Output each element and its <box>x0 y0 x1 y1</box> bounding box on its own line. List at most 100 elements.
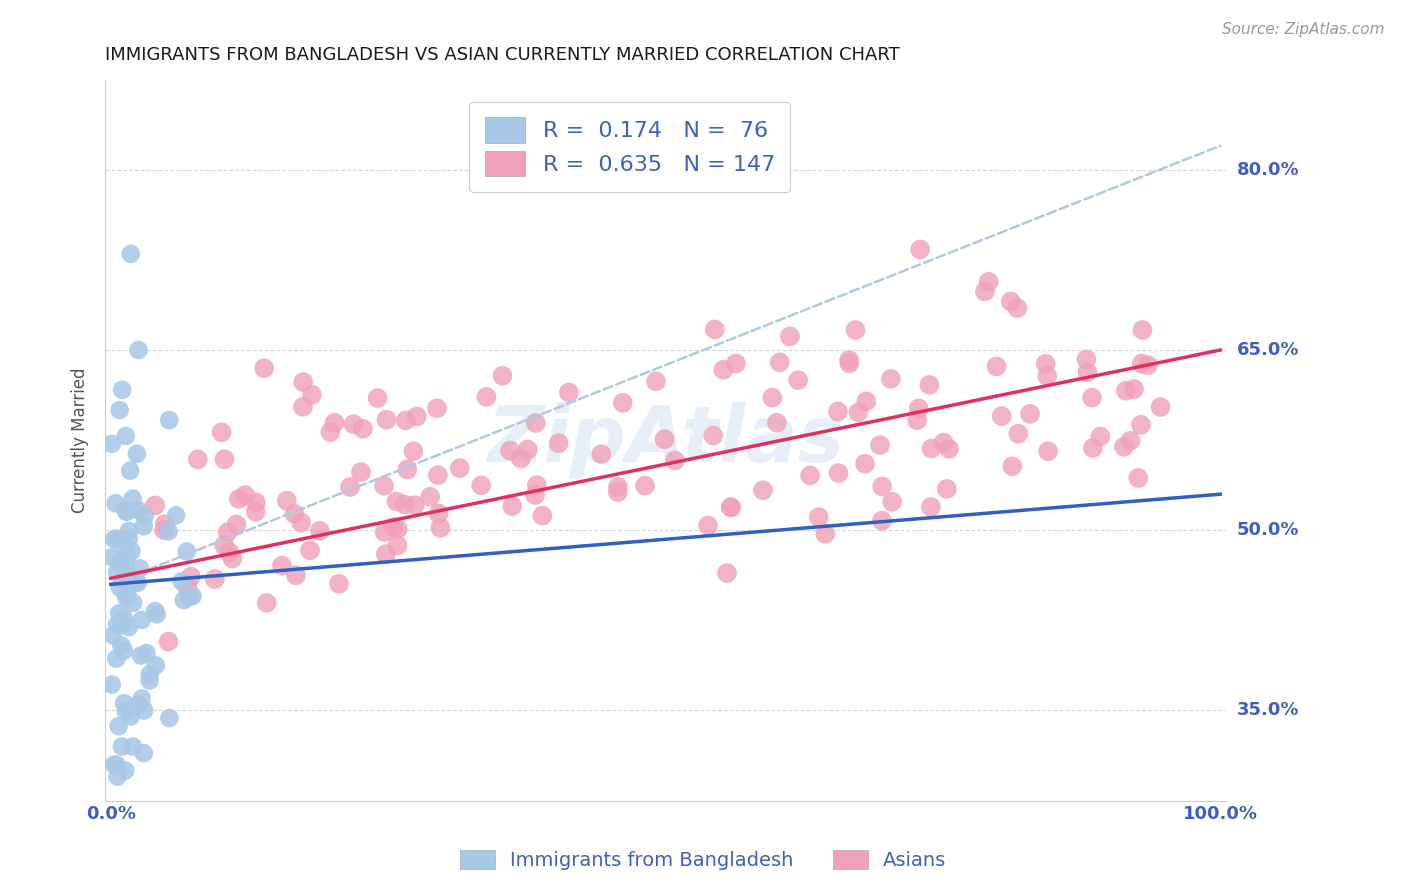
Point <box>217 525 239 540</box>
Legend: Immigrants from Bangladesh, Asians: Immigrants from Bangladesh, Asians <box>451 842 955 878</box>
Point <box>607 480 630 494</box>
Point <box>510 451 533 466</box>
Point <box>1019 407 1042 421</box>
Point <box>855 394 877 409</box>
Point <box>339 480 361 494</box>
Point <box>449 461 471 475</box>
Point <box>101 437 124 451</box>
Point <box>127 575 149 590</box>
Point <box>114 503 136 517</box>
Point <box>105 651 128 665</box>
Point <box>122 739 145 754</box>
Point <box>180 569 202 583</box>
Point <box>177 581 200 595</box>
Point <box>402 444 425 458</box>
Point <box>352 422 374 436</box>
Point <box>531 508 554 523</box>
Point <box>524 488 547 502</box>
Point <box>766 416 789 430</box>
Point <box>128 561 150 575</box>
Point <box>256 596 278 610</box>
Point <box>814 527 837 541</box>
Point <box>396 462 419 476</box>
Point <box>131 613 153 627</box>
Point <box>110 639 132 653</box>
Point <box>271 558 294 573</box>
Point <box>181 589 204 603</box>
Point <box>703 322 725 336</box>
Point <box>1123 382 1146 396</box>
Point <box>838 353 860 368</box>
Point <box>882 495 904 509</box>
Point <box>101 677 124 691</box>
Point <box>108 554 131 568</box>
Point <box>108 403 131 417</box>
Point <box>374 524 396 539</box>
Point <box>869 438 891 452</box>
Point <box>907 401 929 416</box>
Point <box>112 643 135 657</box>
Point <box>108 556 131 570</box>
Point <box>697 518 720 533</box>
Point <box>276 493 298 508</box>
Point <box>827 404 849 418</box>
Text: 65.0%: 65.0% <box>1237 341 1299 359</box>
Point <box>120 247 142 261</box>
Point <box>143 604 166 618</box>
Point <box>394 498 416 512</box>
Point <box>395 413 418 427</box>
Point <box>1081 441 1104 455</box>
Point <box>654 432 676 446</box>
Point <box>426 401 449 416</box>
Point <box>134 508 156 523</box>
Point <box>153 523 176 537</box>
Point <box>211 425 233 440</box>
Point <box>427 507 450 521</box>
Point <box>501 499 523 513</box>
Point <box>491 368 513 383</box>
Point <box>807 510 830 524</box>
Legend: R =  0.174   N =  76, R =  0.635   N = 147: R = 0.174 N = 76, R = 0.635 N = 147 <box>470 102 790 192</box>
Point <box>105 757 128 772</box>
Point <box>146 607 169 622</box>
Point <box>103 757 125 772</box>
Point <box>761 391 783 405</box>
Point <box>664 453 686 467</box>
Point <box>1076 365 1098 379</box>
Point <box>319 425 342 439</box>
Point <box>612 396 634 410</box>
Point <box>299 543 322 558</box>
Point <box>179 590 201 604</box>
Point <box>938 442 960 456</box>
Point <box>387 539 409 553</box>
Point <box>157 413 180 427</box>
Point <box>108 606 131 620</box>
Point <box>716 566 738 581</box>
Point <box>387 522 409 536</box>
Point <box>120 464 142 478</box>
Point <box>157 634 180 648</box>
Text: 50.0%: 50.0% <box>1237 521 1299 540</box>
Point <box>103 532 125 546</box>
Text: 80.0%: 80.0% <box>1237 161 1299 178</box>
Point <box>118 524 141 538</box>
Point <box>187 452 209 467</box>
Point <box>977 275 1000 289</box>
Point <box>1076 352 1098 367</box>
Point <box>973 285 995 299</box>
Point <box>225 517 247 532</box>
Point <box>606 485 628 500</box>
Point <box>905 413 928 427</box>
Point <box>880 372 903 386</box>
Point <box>233 488 256 502</box>
Point <box>214 452 236 467</box>
Point <box>138 673 160 688</box>
Point <box>1128 471 1150 485</box>
Point <box>105 565 128 579</box>
Point <box>524 416 547 430</box>
Point <box>1007 301 1029 315</box>
Point <box>132 746 155 760</box>
Point <box>426 468 449 483</box>
Point <box>382 520 405 534</box>
Point <box>128 698 150 712</box>
